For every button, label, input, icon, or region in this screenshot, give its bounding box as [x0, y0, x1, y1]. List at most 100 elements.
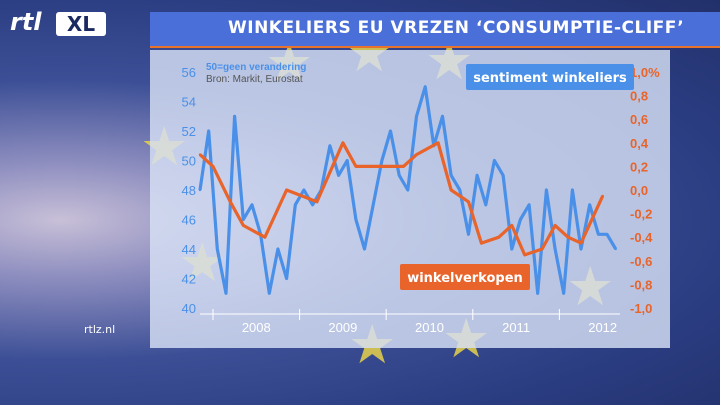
left-tick-label: 54	[182, 95, 196, 110]
data-point	[224, 292, 228, 295]
data-point	[285, 188, 288, 192]
left-tick-label: 56	[182, 65, 196, 80]
data-point	[424, 85, 427, 89]
data-point	[341, 141, 345, 144]
data-point	[346, 159, 349, 162]
data-point	[406, 188, 409, 192]
left-tick-label: 42	[182, 272, 196, 287]
data-point	[562, 292, 565, 295]
data-point	[315, 200, 319, 203]
data-point	[510, 224, 513, 227]
x-tick-label: 2008	[242, 320, 271, 335]
logo-rtl: rtl	[10, 8, 42, 36]
legend-box-sales	[400, 264, 530, 290]
data-point	[294, 203, 297, 206]
left-tick-label: 44	[182, 242, 196, 257]
data-point	[579, 241, 583, 245]
data-point	[571, 188, 574, 192]
data-point	[229, 200, 232, 203]
right-tick-label: 0,6	[630, 112, 648, 127]
data-point	[449, 188, 453, 192]
chart-subtitle: 50=geen verandering	[206, 62, 306, 73]
data-point	[540, 247, 544, 251]
data-point	[372, 203, 375, 206]
data-point	[276, 247, 280, 251]
data-point	[523, 253, 526, 257]
data-point	[385, 165, 388, 168]
data-point	[389, 129, 392, 133]
right-tick-label: 0,0	[630, 183, 648, 198]
right-tick-label: 1,0%	[630, 65, 660, 80]
data-point	[402, 165, 405, 168]
right-tick-label: 0,4	[630, 136, 649, 151]
x-tick-label: 2009	[328, 320, 357, 335]
title-bar	[150, 12, 720, 48]
chart-source: Bron: Markit, Eurostat	[206, 74, 303, 85]
data-point	[328, 144, 332, 147]
data-point	[601, 194, 604, 198]
data-point	[354, 165, 358, 168]
left-tick-label: 50	[182, 154, 196, 169]
right-tick-label: 0,2	[630, 159, 648, 174]
left-tick-label: 48	[182, 183, 196, 198]
right-tick-label: -0,6	[630, 254, 652, 269]
data-point	[198, 153, 202, 156]
data-point	[467, 200, 470, 203]
right-tick-label: -0,2	[630, 207, 652, 222]
data-point	[380, 159, 384, 162]
data-point	[480, 241, 483, 245]
data-point	[519, 218, 522, 221]
x-tick-label: 2011	[502, 320, 530, 335]
data-point	[207, 129, 210, 133]
data-point	[553, 247, 557, 251]
data-point	[449, 174, 453, 177]
data-point	[285, 277, 288, 280]
right-tick-label: 0,8	[630, 89, 648, 104]
site-label: rtlz.nl	[84, 323, 116, 336]
left-tick-label: 40	[182, 301, 196, 316]
data-point	[233, 115, 236, 118]
data-point	[263, 236, 267, 239]
data-point	[501, 174, 505, 177]
data-point	[467, 233, 470, 236]
legend-label-sentiment: sentiment winkeliers	[473, 71, 627, 86]
data-point	[553, 224, 557, 227]
data-point	[311, 203, 314, 206]
data-point	[398, 174, 401, 177]
data-point	[545, 188, 548, 192]
data-point	[216, 247, 219, 251]
data-point	[354, 218, 358, 221]
data-point	[579, 247, 583, 251]
page-title: WINKELIERS EU VREZEN ‘CONSUMPTIE-CLIFF’	[228, 18, 685, 38]
data-point	[441, 115, 444, 118]
chart-panel	[150, 50, 670, 348]
data-point	[302, 188, 306, 192]
data-point	[588, 203, 591, 206]
right-tick-label: -0,4	[630, 230, 653, 245]
data-point	[497, 236, 500, 239]
left-tick-label: 46	[182, 213, 196, 228]
left-tick-label: 52	[182, 124, 196, 139]
data-point	[337, 174, 340, 177]
legend-box-sentiment	[466, 64, 634, 90]
data-point	[527, 203, 531, 206]
data-point	[536, 292, 539, 295]
data-point	[415, 153, 418, 156]
legend-label-sales: winkelverkopen	[407, 271, 523, 286]
data-point	[566, 236, 570, 239]
data-point	[510, 247, 513, 251]
data-point	[493, 159, 496, 162]
data-point	[484, 203, 487, 206]
right-tick-label: -1,0	[630, 301, 652, 316]
data-point	[415, 115, 418, 118]
data-point	[268, 292, 271, 295]
data-point	[436, 141, 440, 144]
series-line-sales	[198, 141, 605, 257]
data-point	[605, 233, 609, 236]
right-tick-label: -0,8	[630, 277, 652, 292]
data-point	[614, 247, 617, 251]
data-point	[242, 224, 245, 227]
data-point	[242, 218, 245, 221]
data-point	[363, 247, 366, 251]
